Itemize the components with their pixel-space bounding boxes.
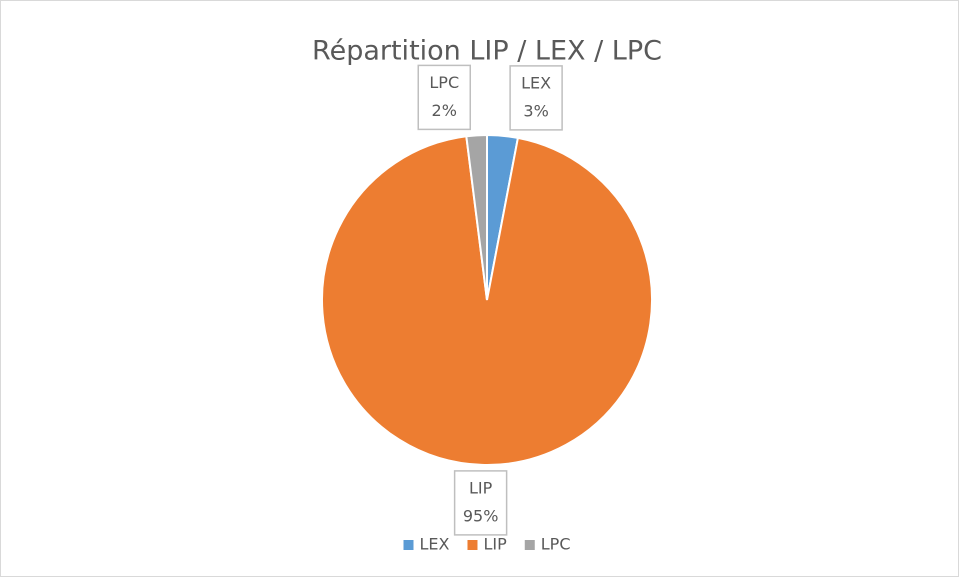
data-label-value: 95% xyxy=(463,506,499,525)
legend-swatch xyxy=(403,540,414,550)
data-label-box xyxy=(417,64,472,131)
data-label-category: LPC xyxy=(429,73,459,92)
data-label-box xyxy=(453,470,508,536)
data-label-category: LEX xyxy=(521,73,551,92)
data-label-box xyxy=(509,65,563,131)
legend-label: LIP xyxy=(483,535,507,554)
legend-label: LEX xyxy=(420,535,450,554)
data-label-value: 3% xyxy=(523,101,548,120)
data-label-value: 2% xyxy=(432,101,457,120)
legend-swatch xyxy=(524,540,535,550)
data-label-category: LIP xyxy=(469,478,493,497)
legend-swatch xyxy=(467,540,478,550)
chart-title: Répartition LIP / LEX / LPC xyxy=(312,36,662,67)
pie-slice xyxy=(465,133,488,301)
legend-label: LPC xyxy=(541,535,571,554)
pie-slice xyxy=(321,135,653,466)
